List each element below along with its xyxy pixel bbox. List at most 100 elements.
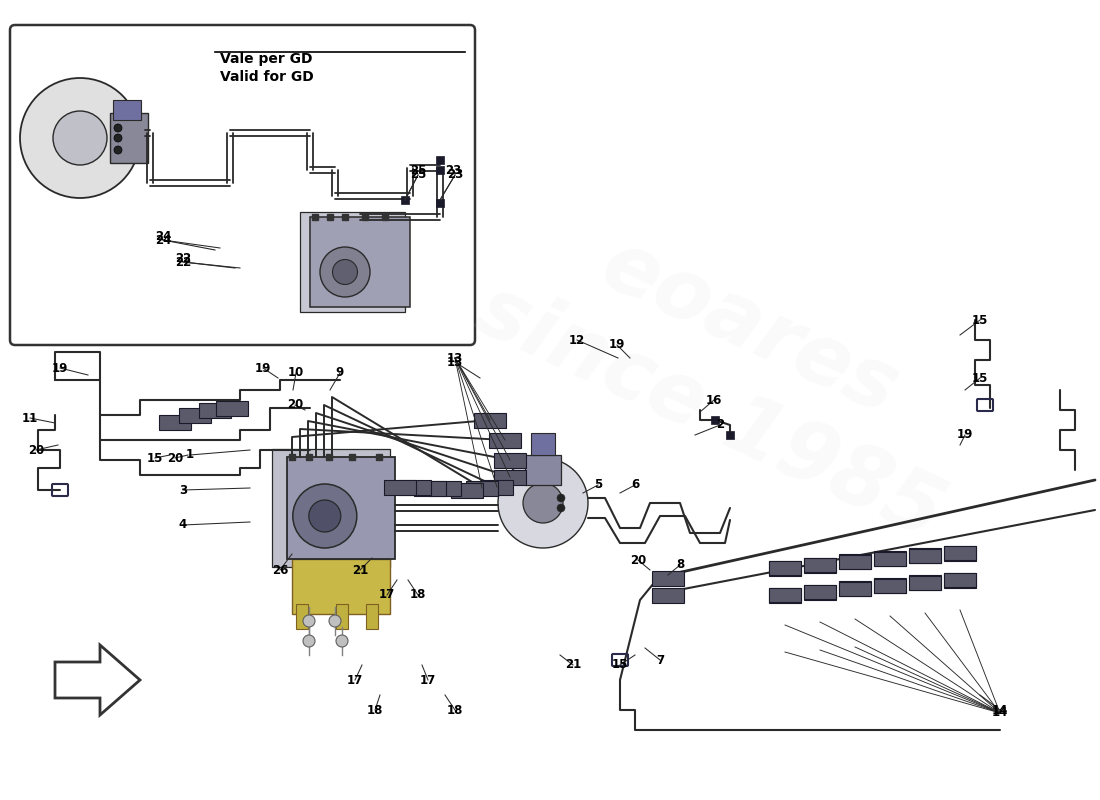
Bar bbox=[652, 587, 684, 602]
Bar bbox=[652, 570, 684, 586]
Bar bbox=[769, 561, 801, 575]
Bar bbox=[909, 576, 940, 590]
Text: 24: 24 bbox=[155, 230, 172, 242]
Text: 20: 20 bbox=[630, 554, 646, 566]
Text: 19: 19 bbox=[52, 362, 68, 374]
Bar bbox=[402, 196, 409, 204]
Polygon shape bbox=[55, 645, 140, 715]
Bar bbox=[179, 407, 211, 422]
Text: 17: 17 bbox=[420, 674, 436, 686]
Bar bbox=[466, 481, 498, 495]
Bar bbox=[366, 604, 378, 629]
Bar bbox=[909, 574, 940, 590]
Text: 11: 11 bbox=[22, 411, 38, 425]
Bar bbox=[429, 481, 461, 495]
Text: 20: 20 bbox=[287, 398, 304, 411]
Bar bbox=[839, 581, 871, 595]
Circle shape bbox=[53, 111, 107, 165]
Text: 22: 22 bbox=[175, 251, 191, 265]
Text: 15: 15 bbox=[971, 314, 988, 326]
Text: 13: 13 bbox=[447, 355, 463, 369]
Bar bbox=[839, 582, 871, 596]
Circle shape bbox=[336, 635, 348, 647]
Text: 22: 22 bbox=[175, 255, 191, 269]
Text: Vale per GD
Valid for GD: Vale per GD Valid for GD bbox=[220, 52, 313, 84]
Bar bbox=[531, 433, 556, 455]
Circle shape bbox=[498, 458, 588, 548]
Text: 10: 10 bbox=[288, 366, 304, 379]
Circle shape bbox=[332, 259, 358, 285]
Text: 16: 16 bbox=[706, 394, 723, 406]
Bar bbox=[300, 212, 405, 312]
Bar bbox=[436, 166, 444, 174]
Text: 17: 17 bbox=[378, 589, 395, 602]
Text: 20: 20 bbox=[167, 451, 183, 465]
Bar bbox=[769, 587, 801, 602]
Text: 25: 25 bbox=[410, 169, 426, 182]
Bar bbox=[804, 558, 836, 572]
Text: 1: 1 bbox=[186, 449, 194, 462]
Text: 15: 15 bbox=[612, 658, 628, 671]
Bar bbox=[839, 554, 871, 569]
Circle shape bbox=[557, 504, 565, 512]
Bar bbox=[296, 604, 308, 629]
Bar bbox=[804, 585, 836, 599]
Text: 19: 19 bbox=[255, 362, 272, 374]
Circle shape bbox=[114, 124, 122, 132]
Text: 19: 19 bbox=[608, 338, 625, 351]
Bar bbox=[490, 433, 521, 447]
Circle shape bbox=[302, 615, 315, 627]
Bar bbox=[726, 431, 734, 439]
Text: 14: 14 bbox=[992, 703, 1009, 717]
Text: 13: 13 bbox=[447, 351, 463, 365]
Bar bbox=[839, 555, 871, 569]
Text: 2: 2 bbox=[716, 418, 724, 431]
Bar bbox=[160, 414, 191, 430]
Circle shape bbox=[114, 134, 122, 142]
Circle shape bbox=[293, 484, 356, 548]
Bar bbox=[216, 401, 248, 415]
Bar bbox=[874, 550, 906, 566]
Text: 15: 15 bbox=[146, 451, 163, 465]
Text: 12: 12 bbox=[569, 334, 585, 346]
Text: eoares
since 1985: eoares since 1985 bbox=[464, 184, 996, 556]
Bar bbox=[494, 453, 526, 467]
FancyBboxPatch shape bbox=[10, 25, 475, 345]
Bar bbox=[436, 156, 444, 164]
Bar bbox=[113, 100, 141, 120]
Text: 18: 18 bbox=[410, 589, 426, 602]
Text: 17: 17 bbox=[346, 674, 363, 686]
Circle shape bbox=[302, 635, 315, 647]
Text: 8: 8 bbox=[675, 558, 684, 571]
Text: 26: 26 bbox=[272, 563, 288, 577]
Bar bbox=[804, 585, 836, 599]
Bar bbox=[494, 470, 526, 485]
Bar bbox=[287, 457, 395, 559]
Bar bbox=[336, 604, 348, 629]
Bar bbox=[272, 449, 390, 567]
Text: 20: 20 bbox=[28, 443, 44, 457]
Bar bbox=[310, 217, 410, 307]
Text: 21: 21 bbox=[352, 563, 368, 577]
Bar bbox=[110, 113, 148, 163]
Bar bbox=[874, 578, 906, 593]
Text: 23: 23 bbox=[444, 163, 461, 177]
Circle shape bbox=[114, 146, 122, 154]
Bar bbox=[384, 479, 416, 494]
Bar bbox=[944, 573, 976, 587]
Bar bbox=[874, 579, 906, 593]
Text: 6: 6 bbox=[631, 478, 639, 491]
Bar bbox=[769, 561, 801, 575]
Text: 25: 25 bbox=[410, 163, 426, 177]
Text: 18: 18 bbox=[366, 703, 383, 717]
Bar bbox=[414, 481, 446, 495]
Bar bbox=[804, 558, 836, 573]
Bar bbox=[944, 573, 976, 587]
Circle shape bbox=[522, 483, 563, 523]
Circle shape bbox=[320, 247, 370, 297]
Circle shape bbox=[329, 615, 341, 627]
Text: 15: 15 bbox=[971, 371, 988, 385]
Circle shape bbox=[20, 78, 140, 198]
Circle shape bbox=[557, 494, 565, 502]
Bar bbox=[436, 199, 444, 207]
